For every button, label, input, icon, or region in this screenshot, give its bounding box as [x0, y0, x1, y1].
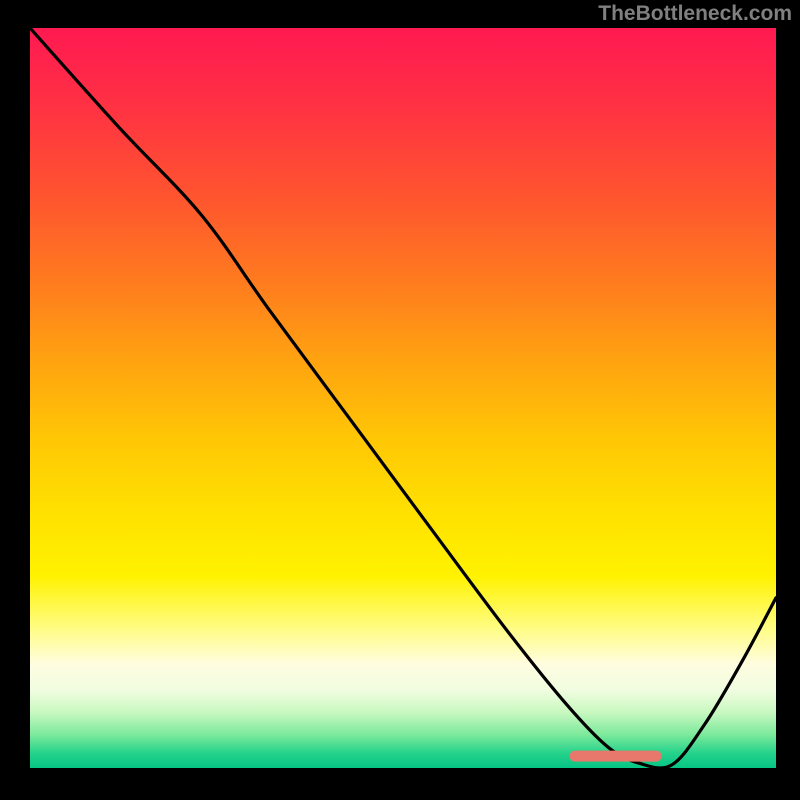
optimal-range-marker: [570, 751, 662, 762]
bottleneck-plot: [30, 28, 776, 768]
watermark-text: TheBottleneck.com: [598, 2, 792, 26]
chart-container: TheBottleneck.com: [0, 0, 800, 800]
plot-background: [30, 28, 776, 768]
